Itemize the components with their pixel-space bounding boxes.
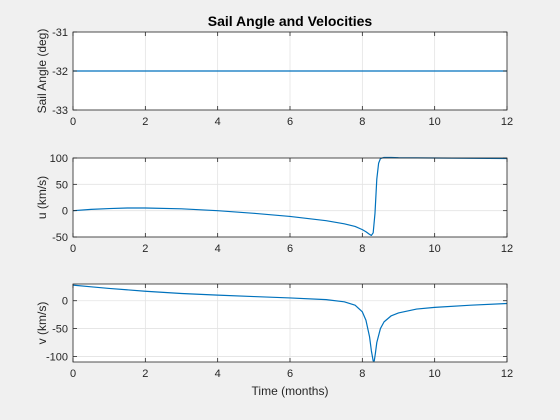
u-velocity-x-tick-label: 10	[429, 243, 441, 255]
v-velocity-x-tick-label: 8	[359, 368, 365, 380]
v-velocity-x-tick-label: 4	[215, 368, 221, 380]
sail-angle-y-tick-label: -31	[52, 27, 68, 39]
sail-angle-x-tick-label: 2	[142, 116, 148, 128]
v-velocity-y-tick-label: 0	[62, 296, 68, 308]
sail-angle-x-tick-label: 4	[215, 116, 221, 128]
x-axis-label: Time (months)	[252, 384, 329, 398]
v-velocity-x-tick-label: 0	[70, 368, 76, 380]
u-velocity-x-tick-label: 2	[142, 243, 148, 255]
sail-angle-y-tick-label: -33	[52, 105, 68, 117]
sail-angle-x-tick-label: 10	[429, 116, 441, 128]
sail-angle-y-tick-label: -32	[52, 66, 68, 78]
v-velocity-y-axis-label: v (km/s)	[35, 302, 49, 345]
u-velocity-series-line	[72, 156, 508, 237]
u-velocity-x-tick-label: 8	[359, 243, 365, 255]
v-velocity-series-line	[72, 284, 508, 362]
u-velocity-y-tick-label: 0	[62, 206, 68, 218]
u-velocity-x-tick-label: 6	[287, 243, 293, 255]
u-velocity-x-tick-label: 4	[215, 243, 221, 255]
sail-angle-x-tick-label: 6	[287, 116, 293, 128]
u-velocity-y-axis-label: u (km/s)	[35, 176, 49, 219]
u-velocity-y-tick-label: 50	[56, 179, 68, 191]
v-velocity-y-tick-label: -100	[46, 351, 68, 363]
sail-angle-x-tick-label: 8	[359, 116, 365, 128]
sail-angle-x-tick-label: 0	[70, 116, 76, 128]
u-velocity-x-tick-label: 12	[501, 243, 513, 255]
v-velocity-x-tick-label: 12	[501, 368, 513, 380]
v-velocity-x-tick-label: 6	[287, 368, 293, 380]
v-velocity-x-tick-label: 2	[142, 368, 148, 380]
v-velocity-y-tick-label: -50	[52, 324, 68, 336]
u-velocity-x-tick-label: 0	[70, 243, 76, 255]
v-velocity-panel: 0 2 4 6 8 10 12 0 -50 -100 v (km/s)	[35, 283, 513, 380]
chart-title: Sail Angle and Velocities	[208, 13, 373, 29]
sail-angle-x-tick-label: 12	[501, 116, 513, 128]
v-velocity-x-tick-label: 10	[429, 368, 441, 380]
u-velocity-y-tick-label: -50	[52, 232, 68, 244]
sail-angle-y-axis-label: Sail Angle (deg)	[35, 29, 49, 114]
u-velocity-y-tick-label: 100	[50, 153, 68, 165]
